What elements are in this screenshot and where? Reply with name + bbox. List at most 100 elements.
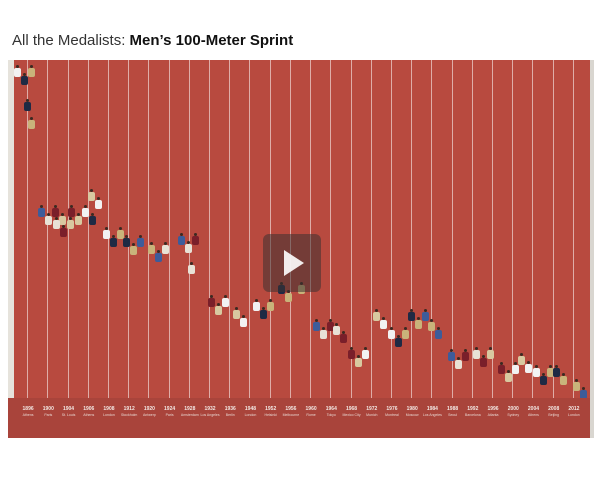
runner-head [582, 387, 585, 390]
runner-head [457, 357, 460, 360]
city-label: Amsterdam [180, 413, 199, 417]
runner-figure [560, 373, 567, 385]
runner-head [157, 250, 160, 253]
runner-head [410, 309, 413, 312]
city-label: Atlanta [487, 413, 499, 417]
runner-head [262, 307, 265, 310]
runner-figure [580, 387, 587, 399]
lane-line [168, 60, 170, 398]
title-lead: All the Medalists: [12, 32, 126, 49]
runner-figure [253, 299, 260, 311]
year-label: 1984 [426, 406, 438, 412]
runner-figure [60, 225, 67, 237]
runner-head [437, 327, 440, 330]
runner-figure [333, 323, 340, 335]
runner-head [357, 355, 360, 358]
title-main: Men’s 100-Meter Sprint [125, 32, 294, 49]
lane-line [27, 60, 29, 398]
runner-figure [388, 327, 395, 339]
runner-head [555, 365, 558, 368]
city-label: Sydney [507, 413, 520, 417]
year-label: 1896 [22, 406, 34, 412]
runner-head [535, 365, 538, 368]
year-label: 1976 [386, 406, 398, 412]
year-label: 1996 [487, 406, 499, 412]
city-label: Athens [528, 413, 539, 417]
runner-figure [480, 355, 487, 367]
city-label: Athens [83, 413, 95, 417]
year-label: 1920 [143, 406, 155, 412]
runner-head [119, 227, 122, 230]
runner-figure [473, 347, 480, 359]
play-button[interactable] [263, 234, 321, 292]
city-label: Paris [165, 413, 174, 417]
year-label: 1908 [103, 406, 115, 412]
city-label: Beijing [548, 413, 559, 417]
lane-line [107, 60, 109, 398]
lane-line [492, 60, 494, 398]
runner-figure [498, 362, 505, 374]
runner-figure [52, 205, 59, 217]
year-label: 1968 [345, 406, 358, 412]
video-player[interactable]: 1896 Athens 1900 Paris 1904 St. Louis 1906 Athe… [8, 60, 594, 438]
page-title: All the Medalists: Men’s 100-Meter Sprin… [12, 32, 293, 49]
year-label: 1906 [83, 406, 95, 412]
lane-line [431, 60, 433, 398]
runner-head [90, 189, 93, 192]
city-label: Athens [22, 413, 34, 417]
runner-figure [533, 365, 540, 377]
runner-head [55, 217, 58, 220]
runner-figure [188, 262, 195, 274]
runner-figure [267, 299, 274, 311]
lane-line [552, 60, 554, 398]
lane-line [390, 60, 392, 398]
runner-head [16, 65, 19, 68]
runner-figure [123, 235, 130, 247]
runner-head [549, 365, 552, 368]
runner-head [417, 317, 420, 320]
lane-line [269, 60, 271, 398]
runner-head [26, 99, 29, 102]
city-label: Rome [306, 413, 316, 417]
runner-figure [518, 353, 525, 365]
runner-figure [422, 309, 429, 321]
runner-head [139, 235, 142, 238]
runner-figure [462, 349, 469, 361]
runner-head [500, 362, 503, 365]
city-label: London [244, 413, 257, 417]
city-label: Berlin [225, 413, 235, 417]
track-lanes [8, 60, 594, 438]
runner-head [105, 227, 108, 230]
runner-figure [505, 370, 512, 382]
runner-head [112, 235, 115, 238]
runner-head [335, 323, 338, 326]
city-label: London [568, 413, 580, 417]
runner-figure [103, 227, 110, 239]
lane-line [451, 60, 453, 398]
lane-line [67, 60, 69, 398]
runner-head [464, 349, 467, 352]
lane-line [411, 60, 413, 398]
runner-figure [402, 327, 409, 339]
lane-line [370, 60, 372, 398]
runner-head [424, 309, 427, 312]
city-label: Paris [44, 413, 53, 417]
city-label: London [103, 413, 115, 417]
lane-line [471, 60, 473, 398]
runner-figure [240, 315, 247, 327]
year-label: 1972 [366, 406, 378, 412]
year-label: 1932 [204, 406, 216, 412]
runner-figure [82, 205, 89, 217]
runner-figure [547, 365, 554, 377]
runner-figure [95, 197, 102, 209]
runner-figure [67, 217, 74, 229]
runner-head [70, 205, 73, 208]
runner-figure [340, 331, 347, 343]
runner-head [125, 235, 128, 238]
year-label: 1964 [325, 406, 337, 412]
city-label: Los Angeles [422, 413, 442, 417]
runner-head [132, 243, 135, 246]
runner-figure [38, 205, 45, 217]
runner-head [342, 331, 345, 334]
runner-head [77, 213, 80, 216]
